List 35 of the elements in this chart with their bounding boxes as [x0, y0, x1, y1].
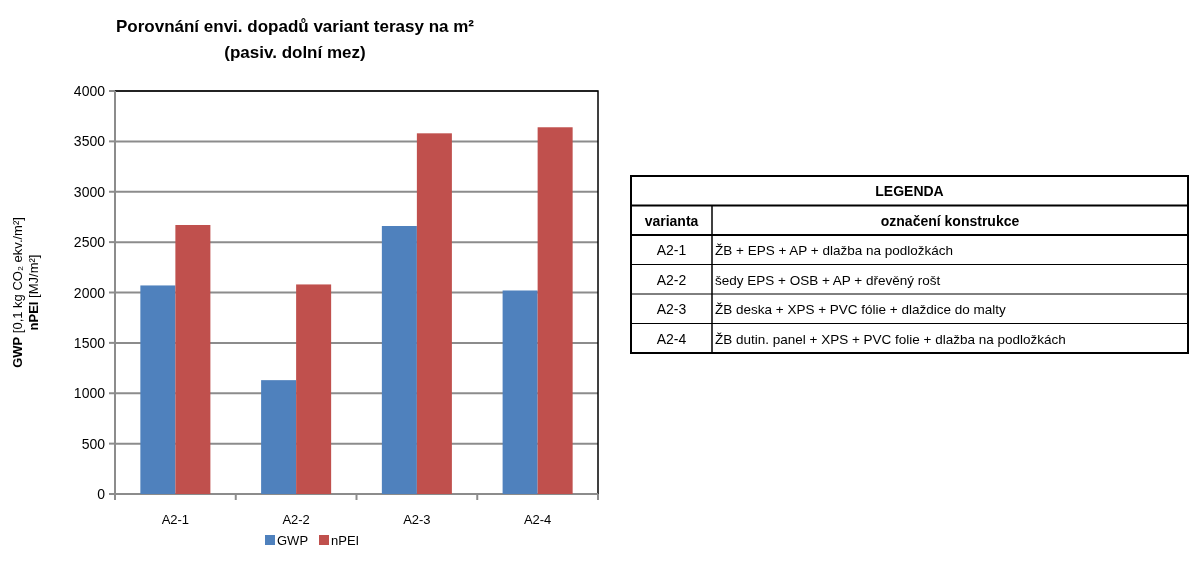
- y-tick-label: 4000: [73, 83, 106, 99]
- text: A2-1: [656, 242, 687, 258]
- bar: [381, 226, 417, 494]
- bar: [175, 225, 211, 494]
- text: ŽB + EPS + AP + dlažba na podložkách: [715, 243, 954, 258]
- text: A2-4: [656, 330, 687, 347]
- y-tick-label: 1500: [73, 334, 106, 351]
- y-tick-label: 2000: [73, 284, 106, 301]
- text: LEGENDA: [875, 183, 944, 199]
- y-tick-label: 1000: [73, 385, 106, 402]
- text: varianta: [644, 212, 699, 229]
- y-tick-label: 0: [97, 486, 106, 502]
- y-tick-label: 3500: [73, 133, 106, 150]
- x-tick-label: A2-3: [403, 512, 431, 527]
- x-tick-label: A2-1: [161, 512, 190, 527]
- text: ŽB deska + XPS + PVC fólie + dlaždice do malty: [715, 302, 1007, 317]
- bar: [261, 380, 297, 494]
- text: ŽB dutin. panel + XPS + PVC folie + dlažba na podložkách: [715, 331, 1066, 347]
- text: A2-3: [656, 301, 687, 317]
- chart-title: Porovnání envi. dopadů variant terasy na m² (pasiv. dolní mez): [115, 17, 475, 62]
- text: šedy EPS + OSB + AP + dřevěný rošt: [715, 272, 941, 288]
- y-tick-label: 2500: [73, 234, 106, 251]
- bar: [416, 133, 452, 494]
- bar: [140, 285, 176, 494]
- y-tick-label: 500: [81, 435, 106, 452]
- text: A2-2: [656, 271, 687, 288]
- y-tick-label: 3000: [73, 183, 106, 200]
- x-tick-label: A2-2: [282, 512, 310, 527]
- bar: [296, 284, 332, 494]
- legend-label: GWP: [277, 533, 309, 548]
- x-tick-label: A2-4: [523, 512, 552, 527]
- bar: [502, 290, 538, 494]
- text: označení konstrukce: [880, 212, 1020, 229]
- bar: [537, 127, 573, 494]
- legend-label: nPEI: [331, 533, 360, 548]
